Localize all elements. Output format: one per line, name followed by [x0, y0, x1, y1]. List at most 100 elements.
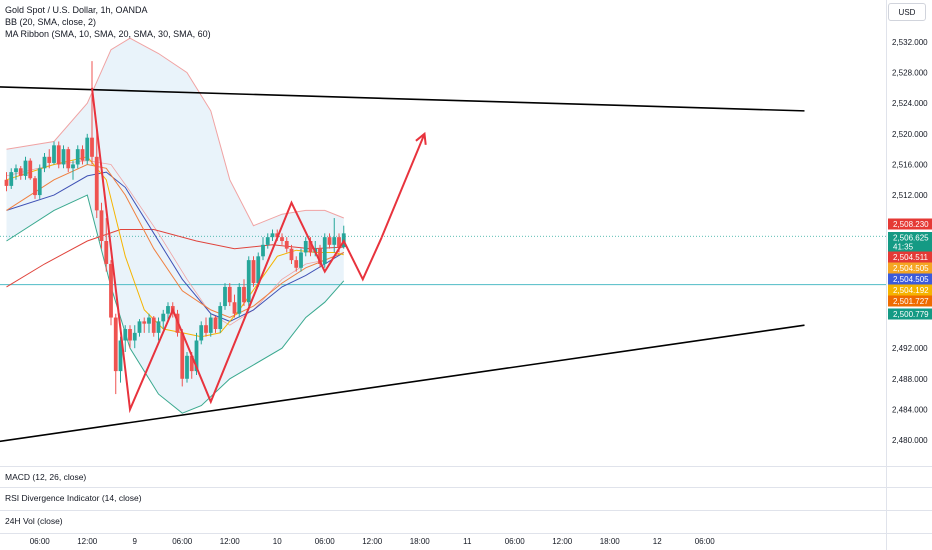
- candle-body: [109, 263, 113, 318]
- candle-body: [337, 237, 341, 248]
- y-tick-label: 2,528.000: [892, 69, 928, 78]
- candle-body: [185, 355, 189, 379]
- candle-body: [318, 248, 322, 264]
- candle-body: [232, 302, 237, 314]
- candle-body: [308, 241, 313, 253]
- candle-body: [189, 355, 194, 372]
- candle-body: [327, 237, 332, 245]
- ma30-line: [6, 171, 345, 322]
- candle-body: [75, 149, 80, 165]
- x-tick-label: 18:00: [600, 537, 621, 546]
- y-tick-label: 2,524.000: [892, 99, 928, 108]
- candle-body: [332, 237, 337, 245]
- candle-body: [256, 256, 261, 284]
- countdown-label: 41:35: [893, 243, 914, 252]
- price-tag: [888, 308, 932, 320]
- candle-body: [199, 325, 204, 341]
- x-tick-label: 06:00: [505, 537, 526, 546]
- candle-body: [280, 237, 284, 241]
- candle-body: [137, 321, 142, 333]
- y-tick-label: 2,516.000: [892, 160, 928, 169]
- resistance-trendline: [0, 86, 805, 112]
- projection-arrow: [380, 133, 426, 238]
- x-tick-label: 12:00: [362, 537, 383, 546]
- candle-body: [123, 329, 128, 341]
- candle-body: [132, 332, 137, 341]
- candle-body: [218, 306, 223, 330]
- projection-arrowhead: [415, 131, 427, 145]
- candle-body: [128, 329, 132, 341]
- x-tick-label: 10: [273, 537, 282, 546]
- x-tick-label: 06:00: [172, 537, 193, 546]
- candle-body: [204, 325, 208, 333]
- price-tag-label: 2,508.230: [893, 220, 929, 229]
- candle-body: [47, 156, 52, 163]
- candle-body: [194, 340, 199, 372]
- x-tick-label: 06:00: [315, 537, 336, 546]
- candle-body: [4, 179, 9, 186]
- symbol-legend: Gold Spot / U.S. Dollar, 1h, OANDA BB (2…: [5, 4, 211, 40]
- candle-body: [23, 160, 28, 176]
- bb-band-fill: [6, 38, 344, 414]
- y-tick-label: 2,532.000: [892, 38, 928, 47]
- bb-lower-line: [6, 194, 345, 414]
- bb-legend: BB (20, SMA, close, 2): [5, 17, 97, 27]
- ma20-line: [6, 163, 344, 319]
- candle-body: [237, 286, 242, 314]
- volume-pane-label[interactable]: 24H Vol (close): [5, 516, 63, 526]
- price-tag: [888, 262, 932, 274]
- zigzag-pattern: [91, 87, 383, 414]
- candle-body: [42, 156, 47, 169]
- candle-body: [90, 137, 94, 157]
- price-tag: [888, 273, 932, 285]
- candle-body: [299, 252, 303, 268]
- price-tag: [888, 218, 932, 230]
- price-tag-label: 2,504.511: [893, 253, 929, 262]
- candle-body: [52, 145, 56, 163]
- macd-pane-label[interactable]: MACD (12, 26, close): [5, 472, 87, 482]
- x-tick-label: 06:00: [30, 537, 51, 546]
- candle-body: [142, 321, 147, 324]
- price-tag: [888, 284, 932, 296]
- y-tick-label: 2,492.000: [892, 344, 928, 353]
- currency-button[interactable]: USD: [888, 3, 926, 21]
- candle-body: [28, 160, 33, 179]
- candle-body: [270, 233, 275, 238]
- rsi-pane-label[interactable]: RSI Divergence Indicator (14, close): [5, 493, 142, 503]
- candle-body: [66, 149, 71, 169]
- candle-body: [213, 317, 218, 330]
- candle-body: [14, 168, 18, 173]
- candles: [4, 61, 346, 395]
- y-tick-label: 2,488.000: [892, 375, 928, 384]
- price-tag: [888, 232, 932, 252]
- x-tick-label: 9: [133, 537, 138, 546]
- candle-body: [113, 317, 118, 372]
- candle-body: [37, 168, 42, 196]
- price-tag-label: 2,506.625: [893, 234, 929, 243]
- price-tag: [888, 295, 932, 307]
- candle-body: [147, 317, 151, 324]
- candle-body: [61, 149, 66, 165]
- candle-body: [246, 260, 251, 303]
- x-tick-label: 06:00: [695, 537, 716, 546]
- price-tag-label: 2,504.505: [893, 264, 929, 273]
- x-tick-label: 12:00: [552, 537, 573, 546]
- candle-body: [227, 286, 232, 303]
- support-trendline: [0, 324, 805, 443]
- price-tag-label: 2,501.727: [893, 297, 929, 306]
- candle-body: [33, 178, 37, 196]
- candle-body: [156, 321, 161, 333]
- candle-body: [180, 332, 185, 379]
- y-tick-label: 2,520.000: [892, 130, 928, 139]
- candle-body: [294, 260, 299, 268]
- candle-body: [261, 244, 265, 257]
- candle-body: [265, 237, 270, 245]
- candle-body: [94, 156, 99, 211]
- candle-body: [161, 313, 166, 322]
- candle-body: [289, 248, 294, 261]
- y-tick-label: 2,512.000: [892, 191, 928, 200]
- candle-body: [208, 317, 213, 333]
- y-tick-label: 2,480.000: [892, 436, 928, 445]
